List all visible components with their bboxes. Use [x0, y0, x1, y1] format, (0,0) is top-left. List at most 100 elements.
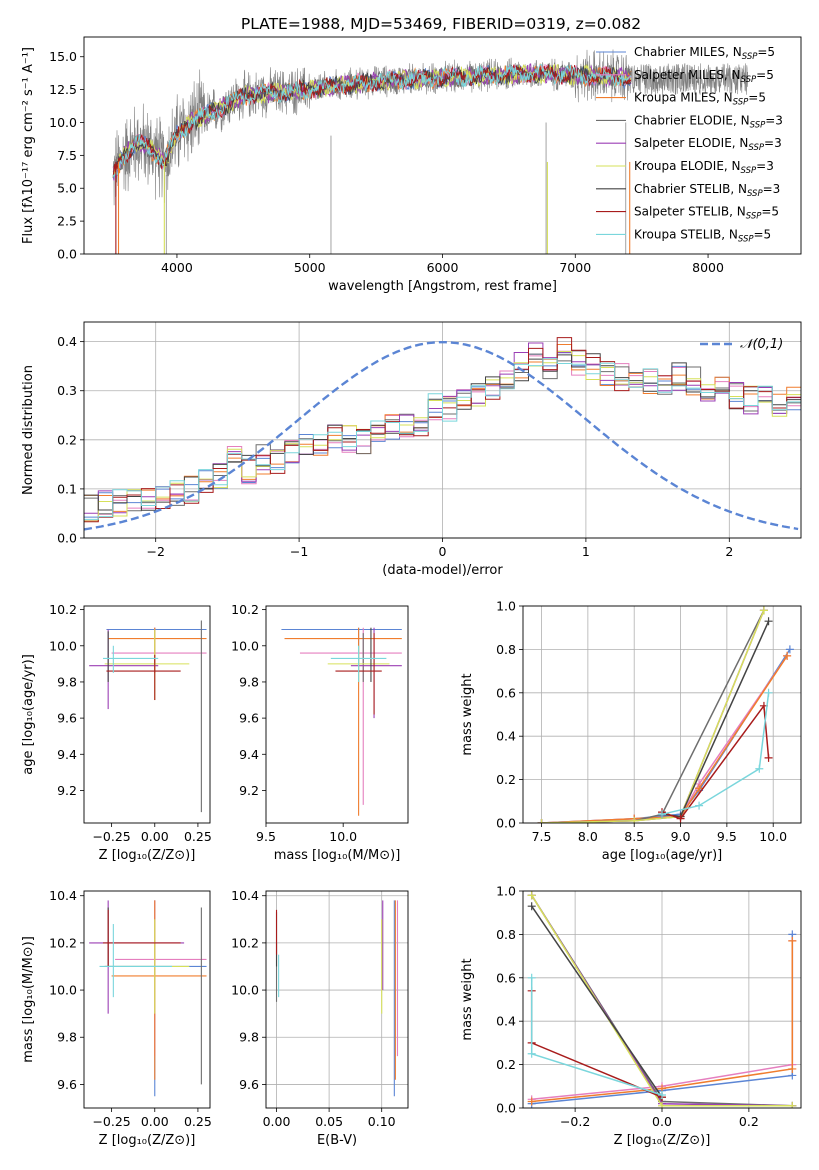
x-tick-label: 8000: [692, 260, 724, 275]
legend-suffix: =5: [754, 227, 772, 241]
y-tick-label: 10.0: [49, 983, 77, 998]
y-tick-label: 9.8: [239, 674, 259, 689]
x-tick-label: 2: [725, 544, 733, 559]
axes-frame: [522, 890, 802, 1109]
mass-weight-point-marker: [785, 645, 794, 654]
mass-weight-point-marker: [764, 688, 773, 697]
y-tick-label: 0.2: [496, 1057, 516, 1072]
legend-suffix: =5: [748, 91, 766, 105]
model-spectrum-line: [112, 63, 632, 180]
mass-weight-point-marker: [630, 816, 639, 823]
legend-suffix: =3: [763, 182, 781, 196]
y-axis-label: Flux [fλ10⁻¹⁷ erg cm⁻² s⁻¹ A⁻¹]: [21, 47, 36, 244]
x-tick-label: −2: [146, 544, 164, 559]
y-tick-label: 0.3: [57, 383, 77, 398]
x-tick-label: 8.5: [624, 829, 644, 844]
plot-area: [527, 891, 797, 1108]
x-axis-label: mass [log₁₀(M/M⊙)]: [274, 848, 401, 863]
y-tick-label: 15.0: [49, 49, 77, 64]
figure-title: PLATE=1988, MJD=53469, FIBERID=0319, z=0…: [241, 15, 641, 33]
legend-suffix: =5: [756, 68, 774, 82]
mass-weight-series-line: [541, 655, 788, 823]
y-axis-label: mass weight: [460, 673, 475, 755]
legend-subscript: SSP: [742, 52, 758, 62]
x-tick-label: −1: [290, 544, 308, 559]
x-tick-label: −0.25: [92, 1114, 130, 1129]
residual-histogram-step: [84, 358, 801, 520]
mass-weight-point-marker: [764, 617, 773, 626]
legend-entry: Salpeter MILES, NSSP=5: [634, 68, 774, 85]
y-axis-label: age [log₁₀(age/yr)]: [21, 654, 36, 775]
y-tick-label: 12.5: [49, 82, 77, 97]
y-tick-label: 0.0: [57, 531, 77, 546]
y-tick-label: 5.0: [57, 181, 77, 196]
y-tick-label: 9.8: [57, 674, 77, 689]
model-spectrum-line: [112, 63, 632, 176]
y-tick-label: 0.4: [57, 334, 77, 349]
mass-weight-point-marker: [658, 1090, 666, 1099]
legend-suffix: =3: [764, 136, 782, 150]
observed-spectrum-line: [112, 49, 748, 206]
x-tick-label: 0.25: [184, 1114, 212, 1129]
x-tick-label: 9.0: [671, 829, 691, 844]
x-axis-label: Z [log₁₀(Z/Z⊙)]: [614, 1133, 711, 1148]
mass-vs-extinction-panel: 0.00 0.05 0.10 9.6 9.8 10.0 10.2 10.4 E(B-V): [231, 888, 409, 1148]
mass-weight-series-line: [661, 703, 770, 820]
mass-weight-point-marker: [783, 651, 792, 660]
axes-frame: [522, 605, 802, 824]
legend-subscript: SSP: [746, 212, 762, 222]
legend-subscript: SSP: [741, 166, 757, 176]
plot-area: [537, 606, 794, 823]
x-tick-label: 10.0: [759, 829, 787, 844]
x-tick-label: 0.2: [739, 1114, 759, 1129]
y-tick-label: 9.8: [57, 1030, 77, 1045]
x-tick-label: −0.25: [92, 829, 130, 844]
age-vs-mass-panel: 9.5 10.0 9.2 9.4 9.6 9.8 10.0 10.2 mass [log₁₀(M…: [231, 602, 409, 863]
legend-entry: Chabrier STELIB, NSSP=3: [634, 182, 780, 199]
x-tick-label: 0.00: [263, 1114, 291, 1129]
x-tick-label: 0.00: [141, 829, 169, 844]
plot-area: [89, 900, 207, 1097]
mass-weight-point-marker: [695, 784, 704, 793]
mass-weight-point-marker: [527, 1049, 536, 1058]
y-tick-label: 0.4: [496, 1014, 516, 1029]
y-tick-label: 10.2: [231, 935, 259, 950]
y-tick-label: 7.5: [57, 148, 77, 163]
y-axis-label: mass [log₁₀(M/M⊙)]: [21, 936, 36, 1063]
y-tick-label: 1.0: [496, 884, 516, 899]
legend-subscript: SSP: [741, 75, 757, 85]
x-tick-label: 0.10: [368, 1114, 396, 1129]
legend-entry: 𝒩(0,1): [740, 337, 783, 352]
legend-suffix: =3: [756, 159, 774, 173]
y-tick-label: 0.0: [496, 1101, 516, 1116]
y-tick-label: 0.1: [57, 481, 77, 496]
y-tick-label: 10.4: [231, 888, 259, 903]
x-tick-label: 4000: [161, 260, 193, 275]
legend-entry: Chabrier MILES, NSSP=5: [634, 45, 775, 62]
y-axis-label: mass weight: [460, 958, 475, 1040]
y-tick-label: 1.0: [496, 599, 516, 614]
y-tick-label: 9.6: [57, 1077, 77, 1092]
mass-weight-point-marker: [788, 1101, 797, 1108]
mass-weight-series-line: [531, 905, 663, 1098]
x-tick-label: 0.05: [315, 1114, 343, 1129]
x-tick-label: 8.0: [578, 829, 598, 844]
mass-weight-point-marker: [788, 936, 797, 945]
y-tick-label: 10.0: [49, 638, 77, 653]
y-tick-label: 0.2: [57, 432, 77, 447]
legend-entry: Kroupa STELIB, NSSP=5: [634, 227, 771, 244]
plot-area: [84, 337, 801, 531]
y-tick-label: 10.0: [231, 638, 259, 653]
x-axis-label: Z [log₁₀(Z/Z⊙)]: [99, 848, 196, 863]
y-tick-label: 0.2: [496, 772, 516, 787]
y-tick-label: 10.4: [49, 888, 77, 903]
x-tick-label: 0: [439, 544, 447, 559]
mass-weight-point-marker: [676, 814, 685, 823]
legend-subscript: SSP: [748, 143, 764, 153]
legend-suffix: =5: [757, 45, 775, 59]
y-tick-label: 0.8: [496, 642, 516, 657]
weight-vs-age-panel: 7.5 8.0 8.5 9.0 9.5 10.0 0.0 0.2 0.4 0.6 0.8 1.0 age…: [460, 599, 802, 863]
axes-frame: [265, 605, 409, 824]
y-tick-label: 9.2: [239, 783, 259, 798]
y-tick-label: 10.0: [49, 115, 77, 130]
